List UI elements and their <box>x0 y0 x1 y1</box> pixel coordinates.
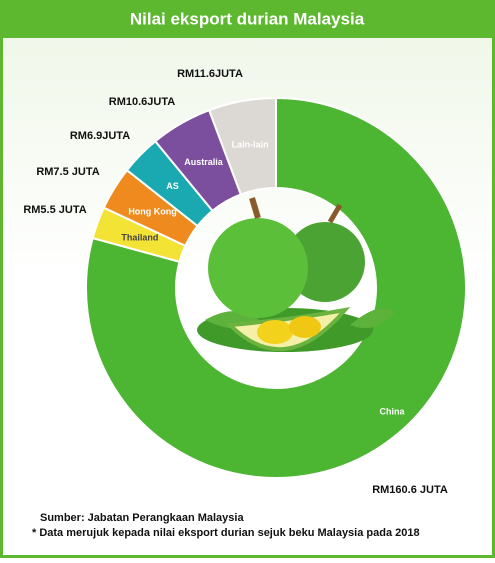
value-label: RM5.5 JUTA <box>23 204 86 216</box>
chart: Nilai eksport durian Malaysia China RM160… <box>0 0 495 558</box>
chart-title: Nilai eksport durian Malaysia <box>130 9 365 28</box>
value-label: RM10.6JUTA <box>109 96 175 108</box>
note: * Data merujuk kepada nilai eksport duri… <box>32 527 420 539</box>
value-label: RM7.5 JUTA <box>36 166 99 178</box>
slice-label: Australia <box>184 157 224 167</box>
slice-label: AS <box>166 181 179 191</box>
source: Sumber: Jabatan Perangkaan Malaysia <box>40 512 244 524</box>
slice-label: China <box>379 406 405 416</box>
value-label: RM160.6 JUTA <box>372 484 448 496</box>
slice-label: Hong Kong <box>128 206 177 216</box>
slice-label: Lain-lain <box>232 140 269 150</box>
value-label: RM11.6JUTA <box>177 68 243 80</box>
slice-label: Thailand <box>121 233 158 243</box>
value-label: RM6.9JUTA <box>70 130 130 142</box>
